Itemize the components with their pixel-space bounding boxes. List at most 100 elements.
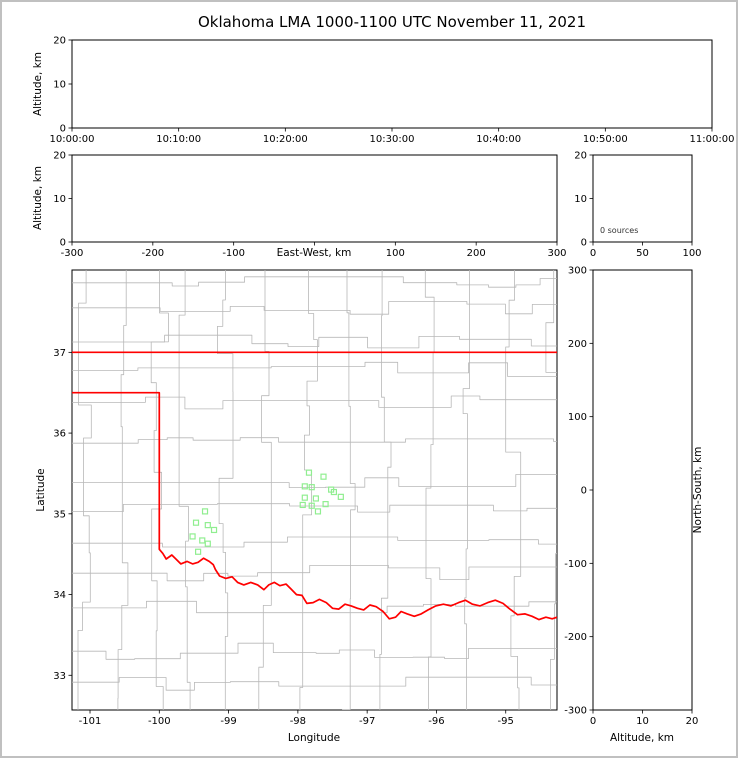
y-tick-label: 37	[53, 348, 66, 359]
y-tick-label: 300	[568, 266, 587, 277]
lma-station-marker	[330, 488, 337, 496]
histogram-source-count: 0 sources	[600, 226, 638, 235]
x-tick-label: -100	[222, 248, 245, 259]
y-tick-label: -300	[564, 706, 587, 717]
lma-station-marker	[201, 508, 209, 515]
x-tick-label: -98	[290, 716, 306, 727]
x-tick-label: 11:00:00	[690, 134, 735, 145]
county-line	[72, 474, 557, 489]
x-tick-label: -96	[428, 716, 444, 727]
x-tick-label: -300	[61, 248, 84, 259]
county-line	[545, 270, 557, 710]
county-line	[72, 503, 557, 513]
x-tick-label: -99	[220, 716, 236, 727]
county-line	[72, 395, 557, 410]
y-tick-label: 10	[574, 194, 587, 205]
lma-station-marker	[301, 483, 308, 490]
x-tick-label: 10:20:00	[263, 134, 308, 145]
y-tick-label: -100	[564, 559, 587, 570]
county-line	[72, 276, 557, 288]
county-line	[72, 536, 557, 548]
county-line	[342, 270, 356, 710]
y-tick-label: 35	[53, 509, 66, 520]
x-tick-label: 200	[467, 248, 486, 259]
lma-station-marker	[192, 519, 200, 526]
x-tick-label: 0	[590, 716, 596, 727]
lma-station-marker	[299, 501, 306, 509]
county-line	[299, 270, 318, 710]
lma-station-marker	[305, 469, 313, 476]
x-tick-label: 20	[686, 716, 699, 727]
county-line	[77, 270, 92, 710]
lma-station-marker	[308, 484, 315, 491]
ew_height-panel	[71, 154, 558, 243]
lma-station-marker	[314, 508, 322, 515]
lma-station-marker	[337, 493, 344, 500]
panels-root: 10:00:00 10:10:00 10:20:00 10:30:00 10:40:00…	[50, 36, 735, 728]
state-boundary-west-south	[72, 391, 557, 621]
lma-station-marker	[312, 495, 319, 502]
ns_height-panel	[592, 269, 693, 711]
y-tick-label: 0	[60, 124, 66, 135]
y-tick-label: 10	[53, 194, 66, 205]
county-line	[216, 270, 234, 710]
y-tick-label: 0	[60, 238, 66, 249]
county-line	[505, 270, 522, 710]
lma-station-marker	[204, 522, 211, 529]
lma-station-marker	[199, 537, 206, 544]
lma-station-marker	[322, 501, 329, 508]
x-tick-label: 10:00:00	[50, 134, 95, 145]
ew-height-xlabel: East-West, km	[277, 247, 352, 259]
x-tick-label: -200	[141, 248, 164, 259]
county-line	[117, 270, 129, 710]
time_height-panel	[71, 39, 713, 129]
x-tick-label: 10	[636, 716, 649, 727]
time-height-ylabel: Altitude, km	[32, 52, 44, 116]
lma-station-marker	[195, 548, 202, 555]
x-tick-label: 10:10:00	[156, 134, 201, 145]
x-tick-label: 50	[636, 248, 649, 259]
y-tick-label: 200	[568, 339, 587, 350]
x-tick-label: 10:30:00	[370, 134, 415, 145]
y-tick-label: 20	[574, 151, 587, 162]
y-tick-label: 20	[53, 36, 66, 47]
county-line	[72, 565, 557, 582]
county-line	[72, 334, 557, 349]
ew-height-ylabel: Altitude, km	[32, 166, 44, 230]
county-line	[72, 676, 557, 691]
x-tick-label: 0	[590, 248, 596, 259]
x-tick-label: 10:50:00	[583, 134, 628, 145]
lma-station-marker	[320, 473, 327, 480]
y-tick-label: 10	[53, 80, 66, 91]
county-line	[379, 270, 392, 710]
map-ylabel: Latitude	[35, 468, 47, 511]
x-tick-label: -97	[359, 716, 375, 727]
ns-height-ylabel: North-South, km	[692, 447, 704, 534]
ns-height-xlabel: Altitude, km	[610, 732, 674, 744]
map-xlabel: Longitude	[288, 732, 340, 744]
y-tick-label: 33	[53, 671, 66, 682]
y-tick-label: 0	[581, 486, 587, 497]
y-tick-label: 0	[581, 238, 587, 249]
y-tick-label: -200	[564, 632, 587, 643]
y-tick-label: 36	[53, 429, 66, 440]
county-line	[178, 270, 191, 710]
county-line	[72, 361, 557, 377]
x-tick-label: -95	[498, 716, 514, 727]
lma-station-marker	[189, 533, 196, 540]
plan_view_map-panel	[71, 269, 558, 711]
y-tick-label: 34	[53, 590, 66, 601]
lma-station-marker	[204, 540, 211, 547]
x-tick-label: 300	[547, 248, 566, 259]
lma-station-marker	[210, 526, 218, 534]
x-tick-label: 10:40:00	[476, 134, 521, 145]
county-line	[72, 600, 557, 614]
y-tick-label: 100	[568, 412, 587, 423]
lma-station-marker	[308, 502, 315, 509]
county-line	[72, 642, 557, 660]
county-line	[72, 301, 557, 315]
x-tick-label: -100	[148, 716, 171, 727]
county-line	[72, 437, 557, 444]
